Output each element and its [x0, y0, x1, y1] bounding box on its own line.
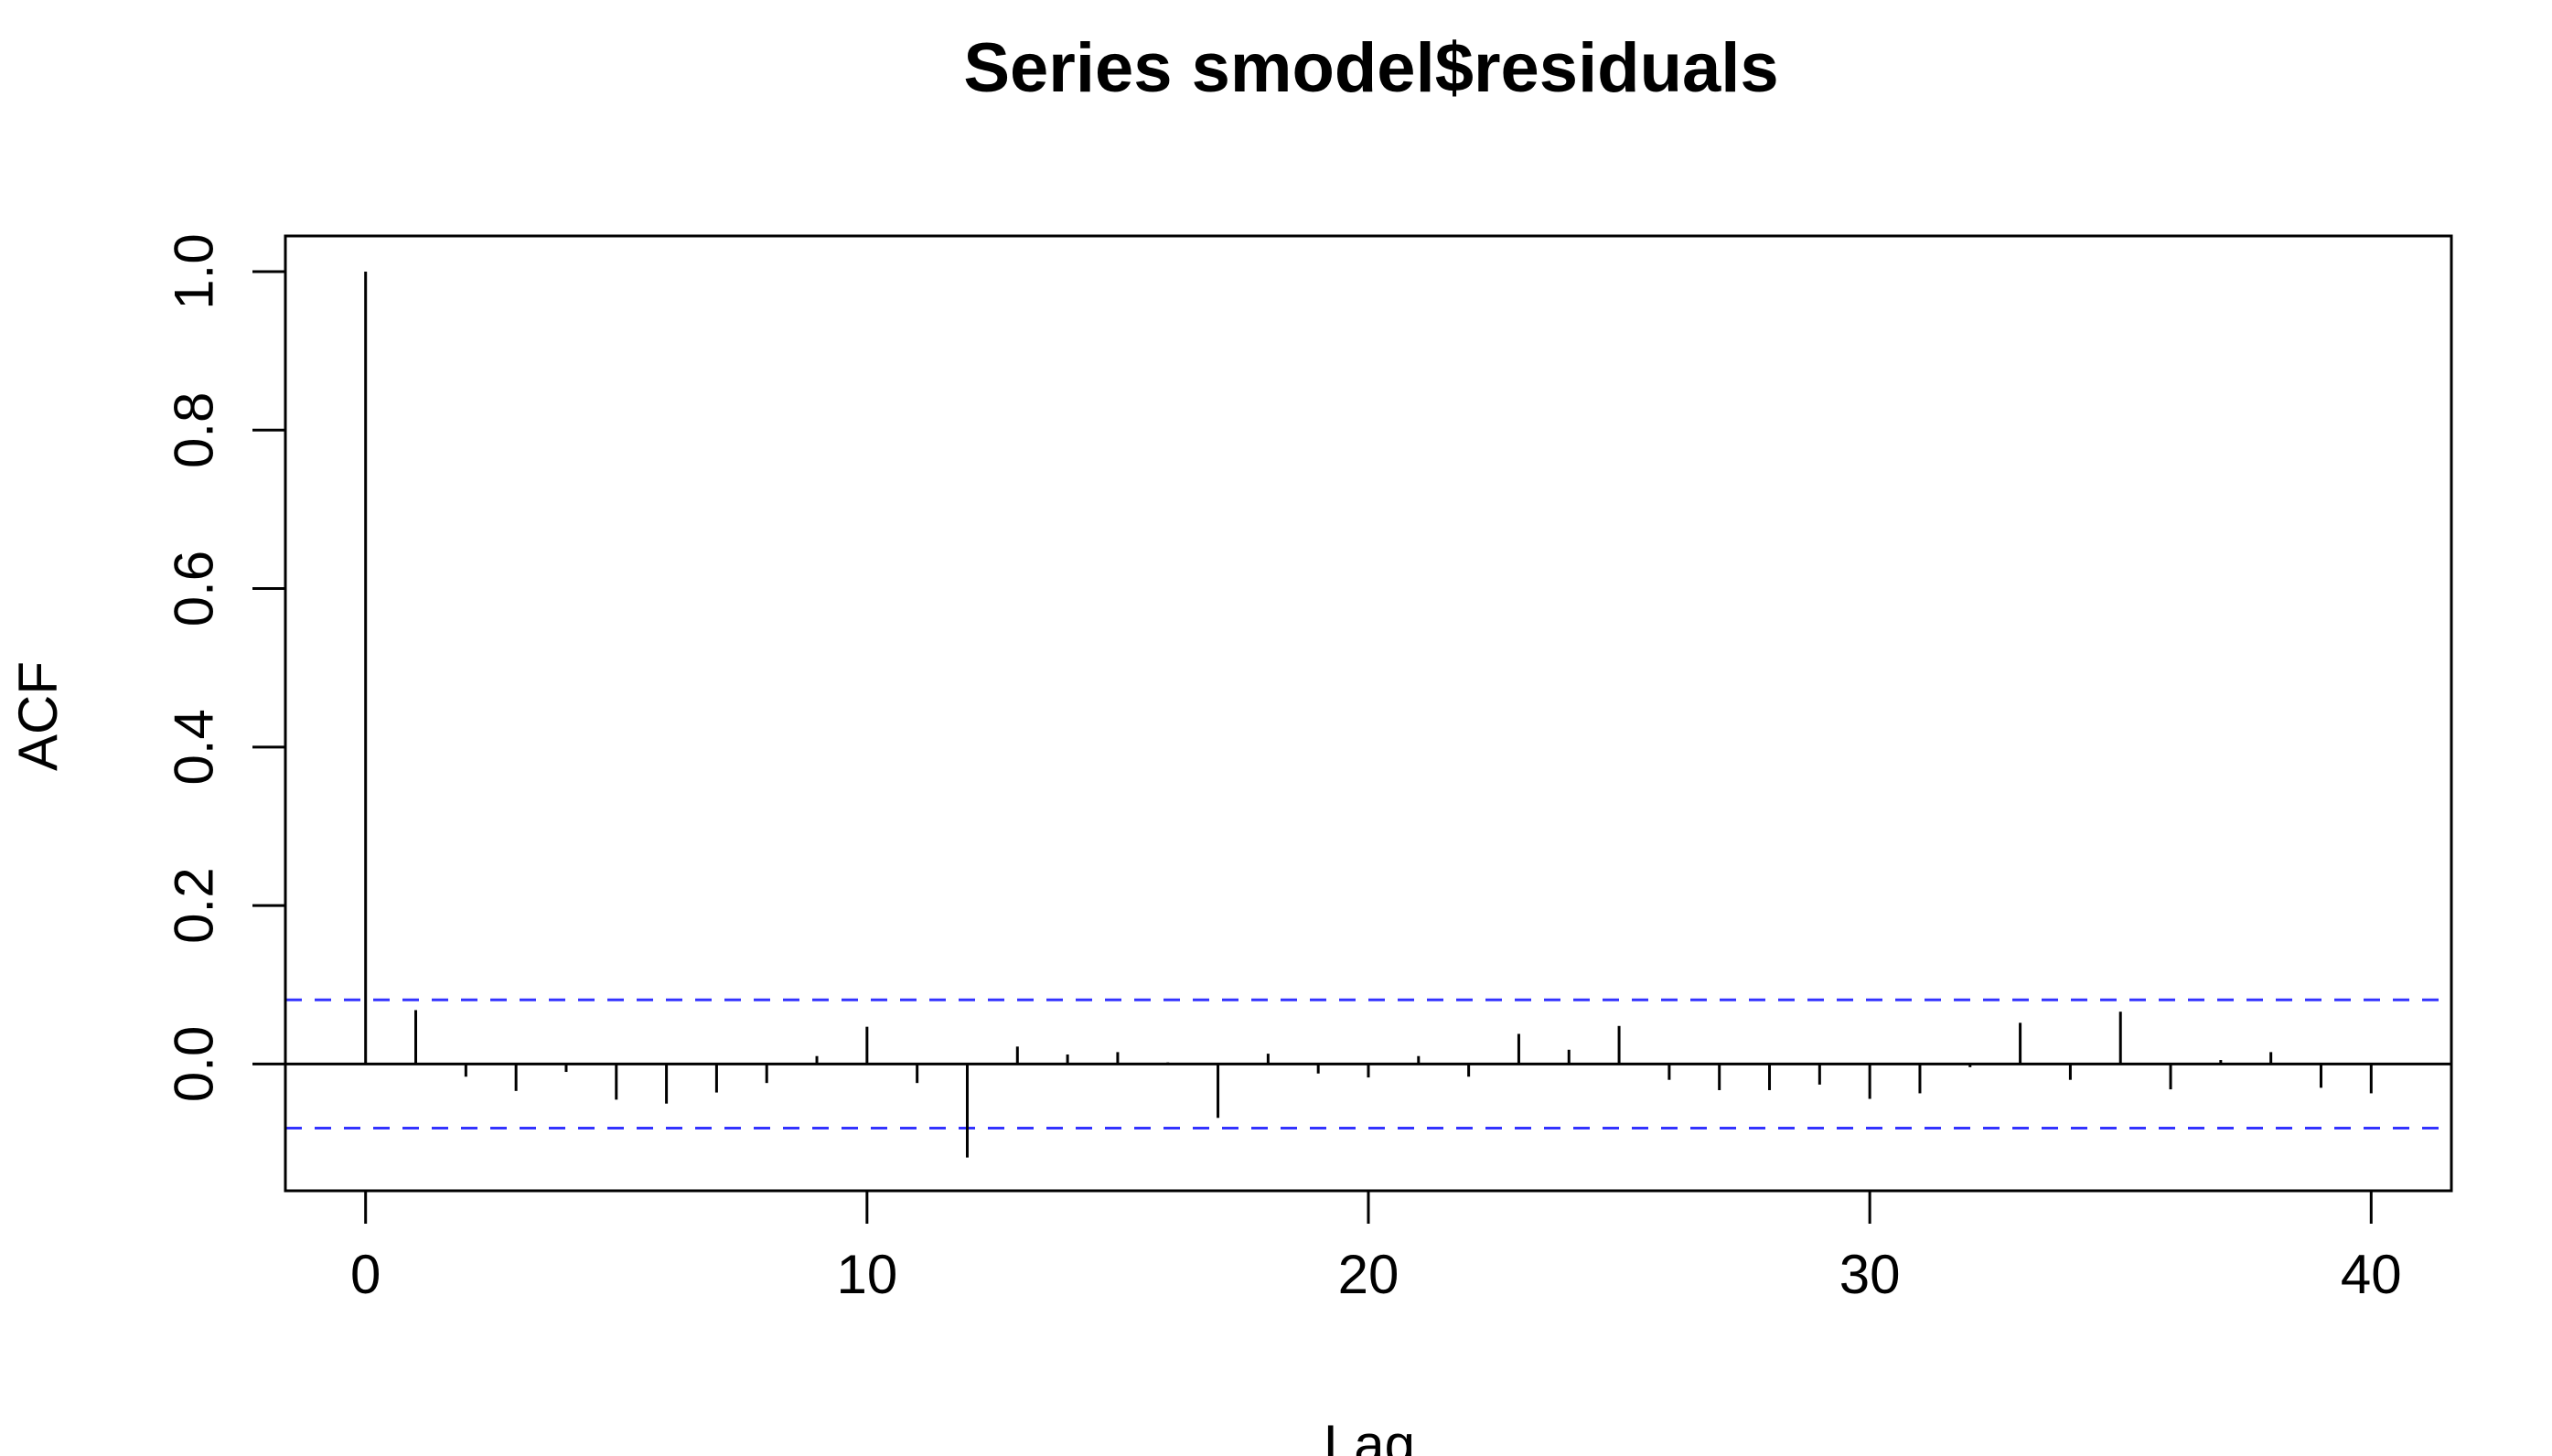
x-tick-label: 30 [1839, 1244, 1901, 1305]
chart-title: Series smodel$residuals [963, 29, 1778, 107]
plot-frame [284, 234, 2453, 1193]
x-tick-label: 40 [2341, 1244, 2402, 1305]
plot-area [285, 271, 2451, 1158]
x-axis-label: Lag [1324, 1414, 1415, 1456]
y-tick-label: 1.0 [164, 233, 225, 309]
axes: 0 10 20 30 40 0.0 0.2 0.4 0.6 0.8 1.0 [164, 233, 2453, 1305]
x-tick-label: 20 [1338, 1244, 1399, 1305]
y-tick-label: 0.4 [164, 709, 225, 785]
x-tick-label: 10 [836, 1244, 897, 1305]
y-tick-label: 0.8 [164, 392, 225, 468]
y-tick-label: 0.2 [164, 867, 225, 943]
y-tick-label: 0.0 [164, 1026, 225, 1102]
x-tick-label: 0 [350, 1244, 381, 1305]
y-tick-label: 0.6 [164, 551, 225, 626]
y-axis-label: ACF [7, 661, 69, 771]
